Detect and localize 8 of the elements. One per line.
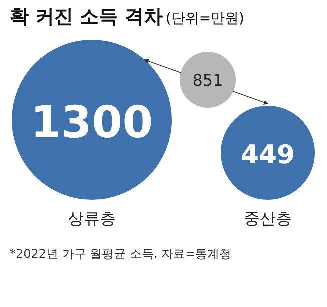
category-label: 상류층 (68, 209, 116, 228)
text: *2022년 가구 월평균 소득. 자료=통계청 (10, 247, 232, 261)
text: 확 커진 소득 격차 (10, 6, 163, 28)
text: 851 (192, 71, 224, 90)
category-label: 중산층 (244, 209, 292, 228)
text: (단위=만원) (166, 11, 245, 27)
data-label: 449 (241, 140, 295, 170)
data-label: 1300 (30, 98, 154, 149)
